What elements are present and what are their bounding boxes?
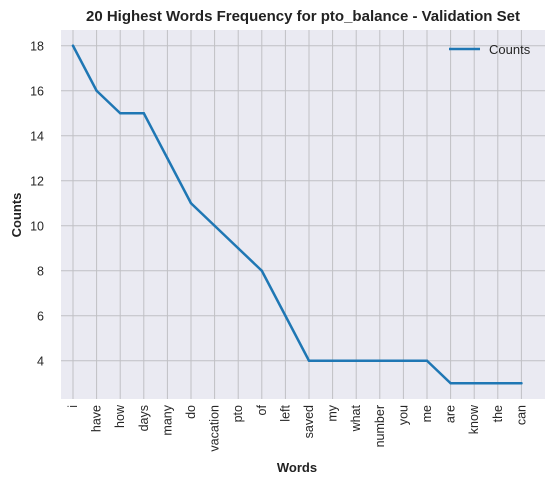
data-point — [473, 382, 476, 385]
x-tick-label: you — [396, 405, 410, 425]
grid — [61, 30, 545, 399]
data-point — [95, 89, 98, 92]
x-tick-label: days — [137, 405, 151, 431]
y-tick-label: 12 — [30, 174, 44, 188]
x-tick-label: i — [66, 405, 80, 408]
series-line-counts — [71, 44, 523, 385]
legend: Counts — [449, 42, 531, 57]
y-tick-label: 4 — [37, 354, 44, 368]
x-tick-label: what — [349, 404, 363, 432]
data-point — [166, 157, 169, 160]
data-point — [402, 359, 405, 362]
x-tick-label: have — [90, 405, 104, 432]
y-tick-label: 18 — [30, 39, 44, 53]
x-tick-label: vacation — [208, 405, 222, 452]
data-point — [260, 269, 263, 272]
x-tick-label: are — [444, 405, 458, 423]
y-tick-label: 10 — [30, 219, 44, 233]
x-tick-label: number — [373, 405, 387, 447]
data-point — [425, 359, 429, 362]
x-tick-label: saved — [302, 405, 316, 438]
data-point — [119, 112, 122, 115]
data-point — [142, 112, 145, 115]
x-axis-label: Words — [277, 460, 317, 475]
plot-background — [61, 30, 545, 399]
data-point — [449, 382, 452, 385]
x-tick-label: can — [514, 405, 528, 425]
data-point — [378, 359, 381, 362]
legend-label: Counts — [489, 42, 531, 57]
y-tick-labels: 4 6 8 10 12 14 16 18 — [30, 39, 44, 368]
x-tick-labels: i have how days many do vacation pto of left saved… — [66, 404, 528, 452]
x-tick-label: know — [467, 404, 481, 434]
data-point — [284, 314, 287, 317]
data-point — [496, 382, 499, 385]
series-layer — [71, 44, 523, 385]
data-point — [331, 359, 334, 362]
data-point — [189, 202, 193, 205]
y-tick-label: 14 — [30, 129, 44, 143]
x-tick-label: of — [255, 404, 269, 415]
x-tick-label: me — [420, 405, 434, 422]
x-tick-label: how — [113, 404, 127, 428]
data-point — [307, 359, 311, 362]
data-point — [237, 247, 240, 250]
y-tick-label: 6 — [37, 309, 44, 323]
y-tick-label: 16 — [30, 84, 44, 98]
x-tick-label: many — [160, 404, 174, 435]
x-tick-label: the — [491, 405, 505, 422]
y-axis-label: Counts — [9, 193, 24, 238]
y-tick-label: 8 — [37, 264, 44, 278]
x-tick-label: do — [184, 405, 198, 419]
x-tick-label: my — [326, 404, 340, 421]
x-tick-label: pto — [231, 405, 245, 422]
data-point — [355, 359, 358, 362]
x-tick-label: left — [278, 404, 292, 421]
chart-title: 20 Highest Words Frequency for pto_balan… — [86, 8, 520, 25]
data-point — [213, 224, 216, 227]
data-point — [520, 382, 523, 385]
data-point — [71, 44, 75, 47]
